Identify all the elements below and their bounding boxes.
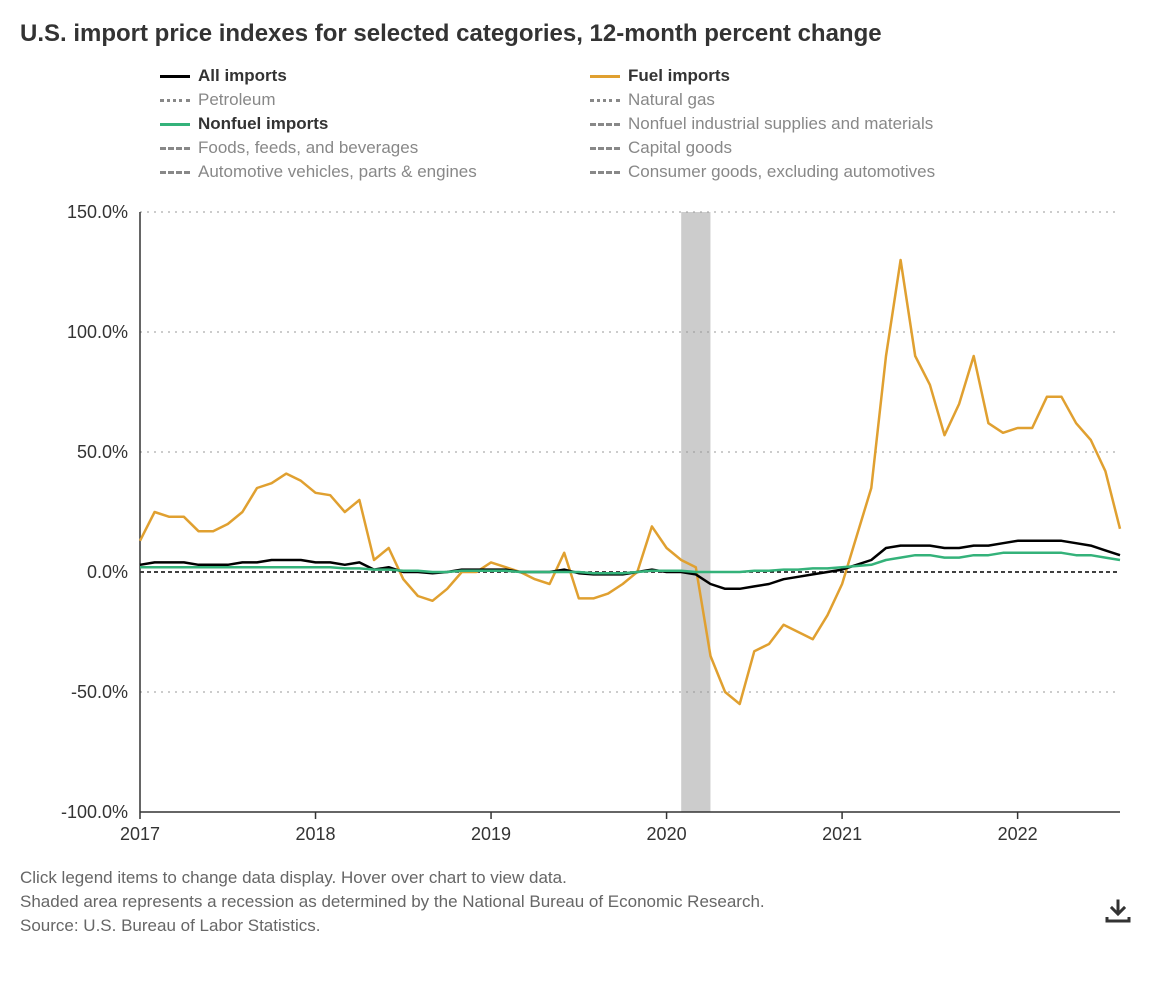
footnote-recession: Shaded area represents a recession as de… xyxy=(20,890,1140,914)
svg-text:2017: 2017 xyxy=(120,824,160,844)
chart-title: U.S. import price indexes for selected c… xyxy=(20,20,1140,48)
legend-label: Fuel imports xyxy=(628,66,730,86)
legend-item[interactable]: Nonfuel industrial supplies and material… xyxy=(590,114,1020,134)
series-line xyxy=(140,260,1120,704)
plot-area[interactable]: -100.0% -50.0% 0.0% 50.0% 100.0% 150.0% 2017 20… xyxy=(20,202,1140,852)
chart-container: U.S. import price indexes for selected c… xyxy=(20,20,1140,937)
footnote-source: Source: U.S. Bureau of Labor Statistics. xyxy=(20,914,1140,938)
legend-label: Natural gas xyxy=(628,90,715,110)
legend-swatch xyxy=(160,99,190,102)
legend-item[interactable]: Petroleum xyxy=(160,90,590,110)
svg-text:100.0%: 100.0% xyxy=(67,322,128,342)
legend-item[interactable]: Nonfuel imports xyxy=(160,114,590,134)
line-chart-svg: -100.0% -50.0% 0.0% 50.0% 100.0% 150.0% 2017 20… xyxy=(20,202,1140,852)
svg-text:50.0%: 50.0% xyxy=(77,442,128,462)
footnotes: Click legend items to change data displa… xyxy=(20,866,1140,937)
svg-text:2022: 2022 xyxy=(998,824,1038,844)
series-line xyxy=(140,553,1120,573)
legend-item[interactable]: Natural gas xyxy=(590,90,1020,110)
svg-text:150.0%: 150.0% xyxy=(67,202,128,222)
legend-column-1: All imports Petroleum Nonfuel imports Foods… xyxy=(160,66,590,182)
svg-text:2018: 2018 xyxy=(296,824,336,844)
svg-text:0.0%: 0.0% xyxy=(87,562,128,582)
legend-label: Capital goods xyxy=(628,138,732,158)
legend-label: Nonfuel industrial supplies and material… xyxy=(628,114,933,134)
legend: All imports Petroleum Nonfuel imports Foods… xyxy=(160,66,1140,182)
legend-swatch xyxy=(160,171,190,174)
legend-swatch xyxy=(160,75,190,78)
legend-swatch xyxy=(590,75,620,78)
svg-text:-100.0%: -100.0% xyxy=(61,802,128,822)
svg-text:2021: 2021 xyxy=(822,824,862,844)
legend-column-2: Fuel imports Natural gas Nonfuel industria… xyxy=(590,66,1020,182)
legend-item[interactable]: Foods, feeds, and beverages xyxy=(160,138,590,158)
legend-label: Nonfuel imports xyxy=(198,114,328,134)
svg-text:-50.0%: -50.0% xyxy=(71,682,128,702)
recession-band xyxy=(681,212,710,812)
legend-swatch xyxy=(590,147,620,150)
legend-item[interactable]: Automotive vehicles, parts & engines xyxy=(160,162,590,182)
footnote-instruction: Click legend items to change data displa… xyxy=(20,866,1140,890)
legend-item[interactable]: Fuel imports xyxy=(590,66,1020,86)
legend-label: All imports xyxy=(198,66,287,86)
legend-item[interactable]: Consumer goods, excluding automotives xyxy=(590,162,1020,182)
legend-swatch xyxy=(590,99,620,102)
legend-label: Consumer goods, excluding automotives xyxy=(628,162,935,182)
legend-label: Foods, feeds, and beverages xyxy=(198,138,418,158)
legend-item[interactable]: All imports xyxy=(160,66,590,86)
legend-item[interactable]: Capital goods xyxy=(590,138,1020,158)
legend-label: Petroleum xyxy=(198,90,275,110)
download-icon[interactable] xyxy=(1104,899,1132,930)
legend-label: Automotive vehicles, parts & engines xyxy=(198,162,477,182)
series-line xyxy=(140,541,1120,589)
svg-text:2020: 2020 xyxy=(647,824,687,844)
legend-swatch xyxy=(590,171,620,174)
legend-swatch xyxy=(160,123,190,126)
svg-text:2019: 2019 xyxy=(471,824,511,844)
legend-swatch xyxy=(160,147,190,150)
legend-swatch xyxy=(590,123,620,126)
